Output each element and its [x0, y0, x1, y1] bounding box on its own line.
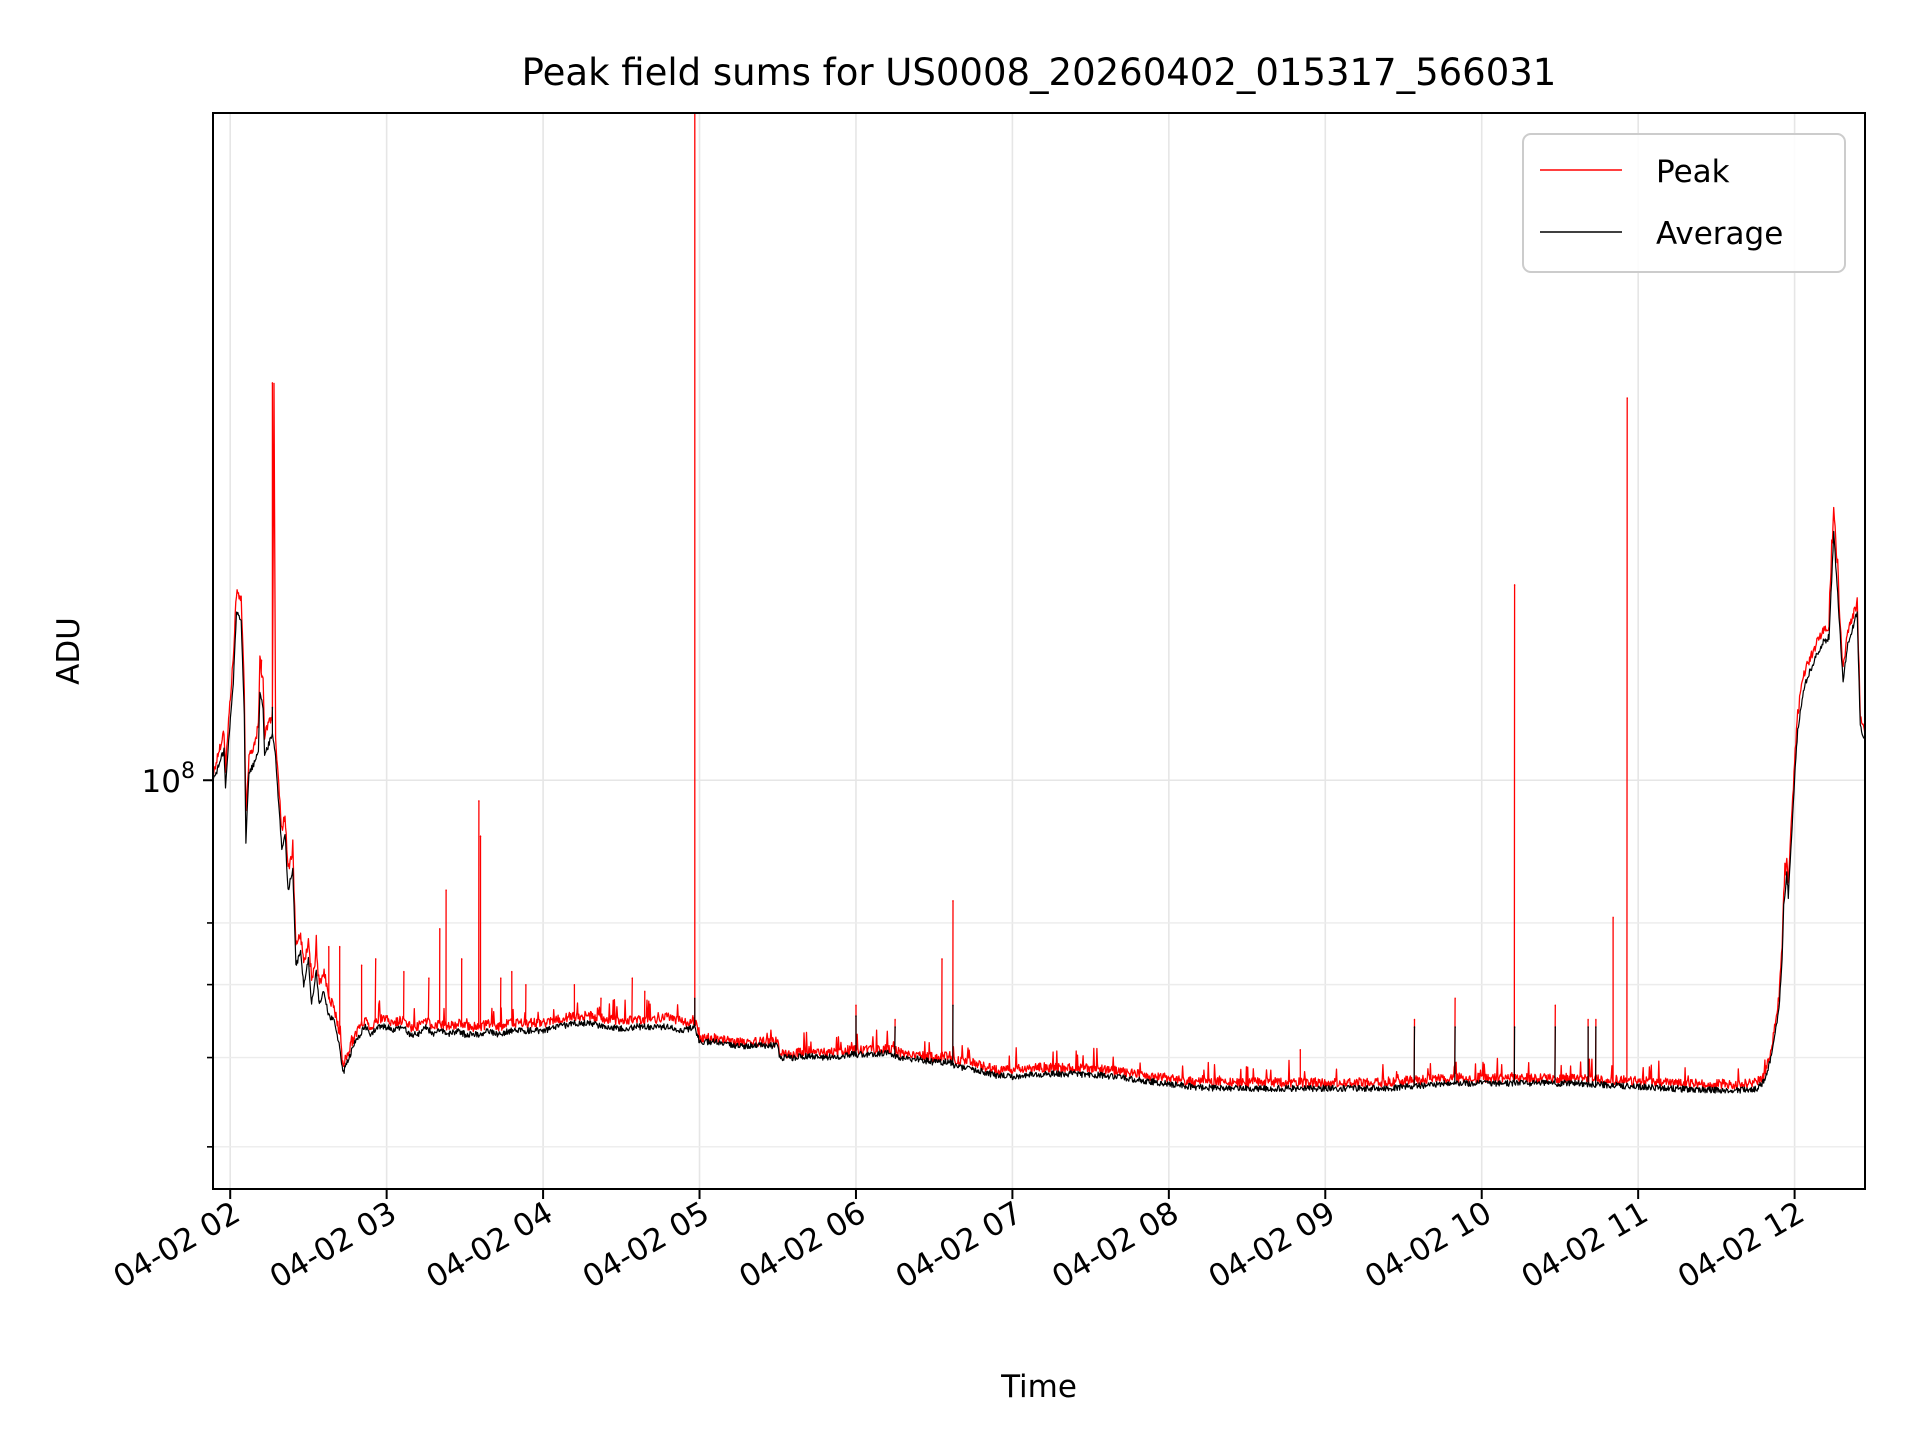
y-axis-label: ADU: [51, 617, 87, 685]
series-line-peak: [213, 113, 1865, 1090]
y-tick-label: 108: [142, 759, 195, 800]
grid: [213, 113, 1865, 1189]
legend-average-label: Average: [1656, 216, 1783, 252]
chart-title: Peak field sums for US0008_20260402_0153…: [522, 51, 1557, 94]
series-layer: [213, 113, 1865, 1094]
plot-frame: [212, 112, 1866, 1190]
legend-box: [1522, 133, 1846, 273]
legend: Peak Average: [1522, 133, 1846, 273]
x-axis-label: Time: [1000, 1369, 1077, 1405]
legend-peak-label: Peak: [1656, 154, 1730, 190]
